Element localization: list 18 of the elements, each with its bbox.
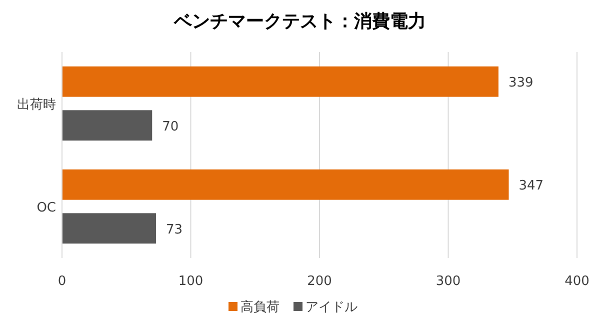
- x-tick-label: 300: [436, 274, 461, 289]
- x-tick-label: 400: [564, 274, 590, 289]
- y-tick-label: 出荷時: [17, 98, 56, 112]
- x-tick-label: 0: [58, 274, 66, 289]
- data-label: 73: [166, 222, 183, 238]
- data-label: 339: [508, 76, 534, 91]
- chart-title: ベンチマークテスト：消費電力: [173, 11, 426, 32]
- data-label: 347: [518, 178, 544, 194]
- y-tick-label: OC: [36, 200, 56, 216]
- bar: [62, 110, 152, 141]
- x-tick-label: 200: [307, 274, 332, 289]
- legend-label: 高負荷: [240, 299, 280, 315]
- data-label: 70: [162, 119, 179, 134]
- bar: [62, 66, 498, 97]
- bar: [62, 169, 509, 200]
- bar: [62, 213, 156, 244]
- x-tick-label: 100: [178, 274, 204, 289]
- legend-label: アイドル: [306, 300, 358, 315]
